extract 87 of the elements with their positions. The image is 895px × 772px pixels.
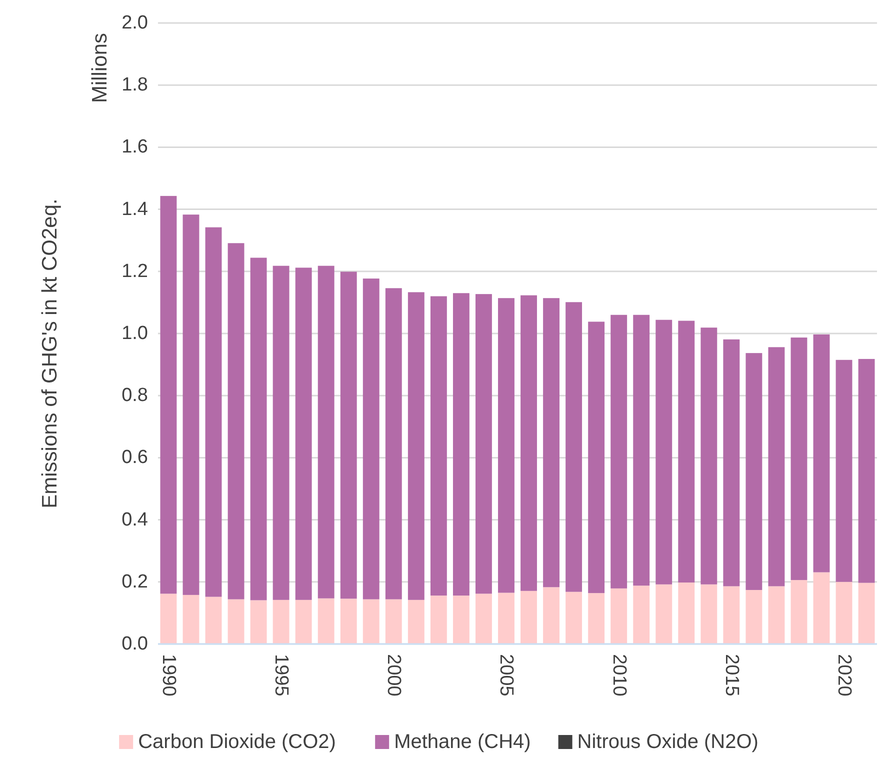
x-tick-label: 2020 xyxy=(834,654,855,696)
bar xyxy=(182,594,200,644)
bar xyxy=(498,298,514,593)
bar xyxy=(205,227,222,597)
bar xyxy=(205,596,222,644)
y-tick-label: 1.4 xyxy=(122,198,148,220)
bar xyxy=(768,347,785,586)
bar xyxy=(385,599,402,644)
y-tick-label: 0.4 xyxy=(122,509,148,530)
bar xyxy=(250,258,267,600)
bar xyxy=(790,338,808,580)
x-tick-label: 2010 xyxy=(608,654,630,696)
bar xyxy=(476,294,492,594)
bar xyxy=(746,590,762,644)
bar xyxy=(295,268,312,600)
bar xyxy=(250,600,267,644)
bar xyxy=(272,600,290,644)
legend-label: Carbon Dioxide (CO2) xyxy=(138,731,336,753)
bar xyxy=(318,598,334,644)
bar xyxy=(385,288,402,600)
bar xyxy=(858,358,875,583)
bar xyxy=(656,584,672,644)
bar xyxy=(430,596,447,644)
y-tick-label: 1.2 xyxy=(122,260,148,282)
bar xyxy=(452,293,470,596)
bar xyxy=(588,322,605,594)
bar xyxy=(813,334,830,572)
bar xyxy=(723,339,740,586)
bar xyxy=(633,586,650,644)
bar xyxy=(858,582,875,644)
y-tick-label: 0.0 xyxy=(122,634,148,654)
bar xyxy=(813,572,830,644)
y-tick-label: 0.6 xyxy=(122,447,148,468)
bar xyxy=(610,588,628,644)
bar xyxy=(362,599,380,644)
bar xyxy=(678,320,695,583)
bar xyxy=(430,296,447,596)
bar xyxy=(678,582,695,644)
x-tick-label: 2015 xyxy=(720,654,742,696)
bar xyxy=(160,594,177,644)
y-tick-label: 2.0 xyxy=(122,12,148,34)
bar xyxy=(700,328,718,584)
bar xyxy=(836,582,852,644)
text: Millions xyxy=(88,33,112,104)
bar xyxy=(318,266,334,598)
bar xyxy=(452,596,470,644)
legend-label: Methane (CH4) xyxy=(394,731,531,753)
bar xyxy=(295,600,312,644)
bar xyxy=(160,196,177,594)
bar xyxy=(746,353,762,590)
bar xyxy=(228,599,244,644)
y-tick-label: 0.2 xyxy=(122,571,148,592)
bar xyxy=(633,314,650,586)
bar xyxy=(700,584,718,644)
y-tick-label: 1.6 xyxy=(122,136,148,158)
bar xyxy=(520,295,537,591)
bar xyxy=(836,360,852,582)
x-tick-label: 1990 xyxy=(158,654,179,696)
legend-label: Nitrous Oxide (N2O) xyxy=(577,731,758,753)
bar xyxy=(340,272,357,599)
bar xyxy=(408,292,424,600)
x-tick-label: 1995 xyxy=(270,654,292,696)
bar xyxy=(340,598,357,644)
bar xyxy=(566,302,582,592)
bar xyxy=(520,590,537,644)
x-tick-label: 2005 xyxy=(496,654,517,696)
y-axis-title: Emissions of GHG's in kt CO2eq. xyxy=(38,198,62,508)
bar xyxy=(228,243,244,600)
bar xyxy=(408,600,424,644)
bar xyxy=(272,266,290,600)
bar xyxy=(610,314,628,588)
bar xyxy=(566,592,582,644)
bar xyxy=(498,592,514,644)
bar xyxy=(362,278,380,600)
y-tick-label: 1.0 xyxy=(122,323,148,344)
x-tick-label: 2000 xyxy=(383,654,404,696)
y-tick-label: 0.8 xyxy=(122,385,148,406)
bar xyxy=(790,580,808,644)
bar xyxy=(476,594,492,644)
bar xyxy=(543,298,560,588)
bar xyxy=(588,593,605,644)
bar xyxy=(723,586,740,644)
bar xyxy=(768,586,785,644)
bar xyxy=(656,320,672,584)
y-tick-label: 1.8 xyxy=(122,74,148,96)
bar xyxy=(182,214,200,595)
bar xyxy=(543,587,560,644)
